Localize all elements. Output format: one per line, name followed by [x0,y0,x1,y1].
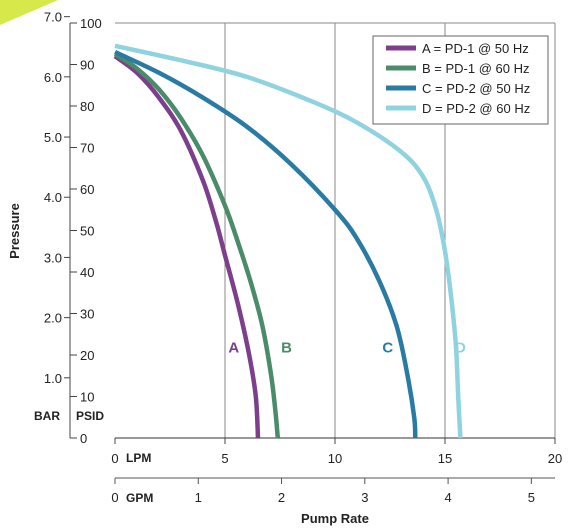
psid-tick-label: 90 [80,58,94,73]
psid-tick-label: 30 [80,307,94,322]
gpm-tick-label: 5 [528,490,535,505]
legend-label-c: C = PD-2 @ 50 Hz [422,81,530,96]
legend-label-a: A = PD-1 @ 50 Hz [422,41,529,56]
psid-tick-label: 60 [80,182,94,197]
bar-tick-label: 7.0 [44,10,62,25]
y-bar-unit-label: BAR [34,409,60,423]
lpm-tick-label: 0 [111,451,118,466]
gpm-tick-label: 3 [361,490,368,505]
lpm-tick-label: 5 [221,451,228,466]
bar-tick-label: 2.0 [44,311,62,326]
series-line-c [114,49,418,439]
x-gpm-unit-label: GPM [126,491,153,505]
legend: A = PD-1 @ 50 Hz B = PD-1 @ 60 Hz C = PD-2… [372,35,549,125]
series-line-d [114,43,463,439]
bar-tick-label: 5.0 [44,130,62,145]
gpm-tick-label: 2 [278,490,285,505]
curve-label-a: A [228,340,239,357]
y-axis-title: Pressure [7,203,22,259]
psid-tick-label: 0 [80,431,87,446]
gpm-tick-label: 0 [111,490,118,505]
gpm-tick-label: 1 [195,490,202,505]
series-line-a [113,54,261,439]
legend-label-b: B = PD-1 @ 60 Hz [422,61,530,76]
psid-tick-label: 20 [80,348,94,363]
psid-tick-label: 70 [80,141,94,156]
psid-tick-label: 80 [80,99,94,114]
psid-tick-label: 100 [80,16,102,31]
psid-tick-label: 40 [80,265,94,280]
x-lpm-unit-label: LPM [126,451,151,465]
x-axis-title: Pump Rate [301,511,369,526]
lpm-tick-label: 10 [328,451,342,466]
bar-tick-label: 3.0 [44,250,62,265]
lpm-tick-label: 15 [438,451,452,466]
bar-tick-label: 6.0 [44,70,62,85]
gpm-tick-label: 4 [444,490,451,505]
bar-tick-label: 1.0 [44,371,62,386]
curve-label-b: B [281,340,292,357]
legend-label-d: D = PD-2 @ 60 Hz [422,101,530,116]
psid-tick-label: 50 [80,224,94,239]
corner-accent [0,0,58,25]
series-line-b [113,52,281,439]
lpm-tick-label: 20 [548,451,562,466]
psid-tick-label: 10 [80,390,94,405]
y-psid-unit-label: PSID [76,409,104,423]
curve-label-c: C [382,340,393,357]
curve-label-d: D [455,340,466,357]
bar-tick-label: 4.0 [44,190,62,205]
